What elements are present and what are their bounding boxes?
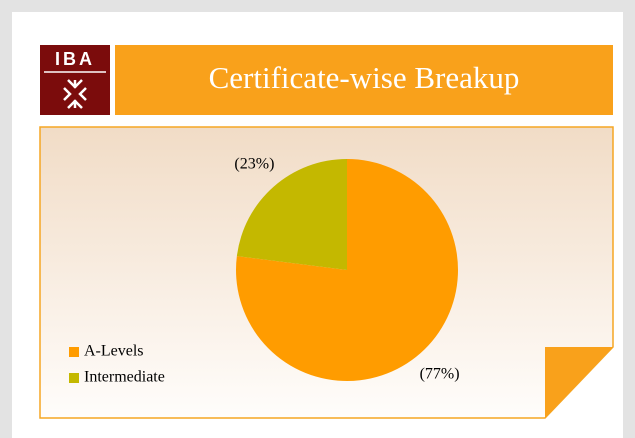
legend-label: A-Levels: [84, 343, 144, 360]
legend-swatch: [69, 347, 79, 357]
folded-corner: [545, 347, 613, 418]
data-label: (23%): [234, 156, 274, 173]
logo-emblem: [63, 79, 87, 109]
logo-text: IBA: [55, 49, 95, 69]
legend-swatch: [69, 373, 79, 383]
title-banner: [115, 45, 613, 115]
data-label: (77%): [420, 366, 460, 383]
chart-title: Certificate-wise Breakup: [209, 60, 520, 95]
plot-area: (77%) (23%) A-Levels Intermediate: [69, 156, 460, 386]
pie-slice: [236, 159, 347, 270]
legend-label: Intermediate: [84, 369, 165, 386]
